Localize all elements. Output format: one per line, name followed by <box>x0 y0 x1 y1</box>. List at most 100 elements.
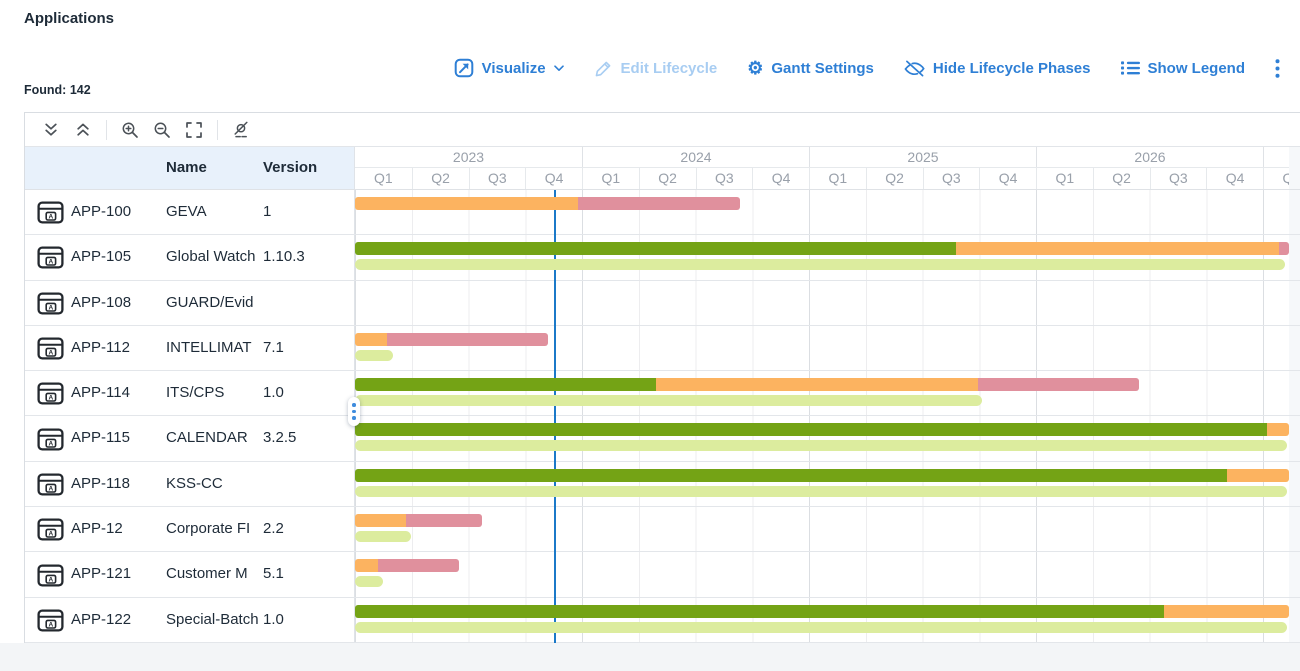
gantt-row[interactable]: A APP-112 INTELLIMAT 7.1 <box>25 325 1300 372</box>
lifecycle-phase-orange[interactable] <box>956 242 1279 256</box>
lifecycle-phase-pink[interactable] <box>1279 242 1289 256</box>
lifecycle-phase-green[interactable] <box>355 604 1164 618</box>
zoom-out-button[interactable] <box>146 116 178 144</box>
plan-bar[interactable] <box>355 440 1287 452</box>
expand-all-button[interactable] <box>35 116 67 144</box>
svg-text:A: A <box>49 395 54 402</box>
year-label: 2024 <box>582 147 809 167</box>
more-options-button[interactable] <box>1275 58 1280 78</box>
row-gutter <box>1289 461 1300 507</box>
gantt-row[interactable]: A APP-114 ITS/CPS 1.0 <box>25 371 1300 417</box>
row-fixed-cells: A APP-112 INTELLIMAT 7.1 <box>25 325 355 371</box>
app-version: 3.2.5 <box>263 429 297 447</box>
lifecycle-bar[interactable] <box>355 197 740 210</box>
lifecycle-bar[interactable] <box>355 423 1289 437</box>
gantt-row[interactable]: A APP-12 Corporate FI 2.2 <box>25 507 1300 553</box>
row-timeline <box>355 235 1289 280</box>
visualize-icon <box>454 58 474 78</box>
gantt-row[interactable]: A APP-118 KSS-CC <box>25 461 1300 508</box>
row-timeline <box>355 190 1289 235</box>
lifecycle-phase-green[interactable] <box>355 423 1267 437</box>
milestone-slash-icon <box>234 121 248 137</box>
lifecycle-phase-orange[interactable] <box>1164 604 1289 618</box>
lifecycle-phase-orange[interactable] <box>1227 468 1289 482</box>
row-gutter <box>1289 235 1300 280</box>
gantt-row[interactable]: A APP-122 Special-Batch 1.0 <box>25 597 1300 643</box>
lifecycle-phase-pink[interactable] <box>387 332 548 346</box>
lifecycle-phase-orange[interactable] <box>355 559 378 573</box>
application-icon: A <box>37 563 64 587</box>
application-icon: A <box>37 382 64 405</box>
plan-bar[interactable] <box>355 485 1287 497</box>
fit-view-icon <box>186 121 202 138</box>
plan-bar[interactable] <box>355 349 393 361</box>
legend-list-icon <box>1120 60 1140 76</box>
visualize-label: Visualize <box>481 59 546 77</box>
quarter-label: Q3 <box>695 168 753 189</box>
svg-text:A: A <box>49 304 54 311</box>
row-gutter <box>1289 371 1300 416</box>
gantt-row[interactable]: A APP-121 Customer M 5.1 <box>25 552 1300 598</box>
visualize-button[interactable]: Visualize <box>454 58 564 78</box>
hide-lifecycle-phases-button[interactable]: Hide Lifecycle Phases <box>904 59 1091 78</box>
lifecycle-phase-orange[interactable] <box>656 378 978 392</box>
gantt-row[interactable]: A APP-115 CALENDAR 3.2.5 <box>25 416 1300 462</box>
lifecycle-phase-green[interactable] <box>355 242 956 256</box>
quarter-label: Q3 <box>1149 168 1207 189</box>
page-title: Applications <box>24 10 115 27</box>
zoom-in-button[interactable] <box>114 116 146 144</box>
edit-lifecycle-button[interactable]: Edit Lifecycle <box>594 59 717 78</box>
lifecycle-phase-orange[interactable] <box>355 197 578 210</box>
toggle-milestones-button[interactable] <box>225 116 257 144</box>
app-id: APP-114 <box>71 384 130 402</box>
lifecycle-bar[interactable] <box>355 559 459 573</box>
double-chevron-down-icon <box>45 123 57 136</box>
collapse-all-button[interactable] <box>67 116 99 144</box>
plan-bar[interactable] <box>355 576 383 588</box>
gantt-row[interactable]: A APP-108 GUARD/Evid <box>25 280 1300 326</box>
lifecycle-phase-pink[interactable] <box>978 378 1139 392</box>
plan-bar[interactable] <box>355 621 1287 633</box>
lifecycle-phase-pink[interactable] <box>578 197 740 210</box>
kebab-menu-icon <box>1275 58 1280 78</box>
lifecycle-phase-pink[interactable] <box>378 559 459 573</box>
plan-bar[interactable] <box>355 395 982 407</box>
page-background <box>0 643 1300 671</box>
gantt-row[interactable]: A APP-100 GEVA 1 <box>25 190 1300 236</box>
application-icon: A <box>37 337 64 360</box>
lifecycle-bar[interactable] <box>355 604 1289 618</box>
show-legend-button[interactable]: Show Legend <box>1120 60 1245 77</box>
column-resize-handle[interactable] <box>348 397 360 426</box>
double-chevron-up-icon <box>77 123 89 136</box>
app-id: APP-100 <box>71 203 132 220</box>
application-icon: A <box>37 428 64 451</box>
gantt-row[interactable]: A APP-105 Global Watch 1.10.3 <box>25 235 1300 281</box>
plan-bar[interactable] <box>355 531 411 543</box>
lifecycle-phase-green[interactable] <box>355 468 1227 482</box>
app-name: GEVA <box>166 203 207 220</box>
gantt-settings-button[interactable]: ⚙ Gantt Settings <box>747 59 874 77</box>
toolbar-separator <box>217 119 218 140</box>
quarter-label: Q1 <box>582 168 639 189</box>
row-timeline <box>355 371 1289 416</box>
year-row: 2023 2024 2025 2026 <box>355 147 1289 168</box>
lifecycle-phase-orange[interactable] <box>355 332 387 346</box>
lifecycle-phase-orange[interactable] <box>1267 423 1289 437</box>
lifecycle-phase-orange[interactable] <box>355 514 406 528</box>
lifecycle-phase-pink[interactable] <box>406 514 482 528</box>
lifecycle-bar[interactable] <box>355 514 482 528</box>
row-fixed-cells: A APP-115 CALENDAR 3.2.5 <box>25 416 355 461</box>
lifecycle-bar[interactable] <box>355 242 1289 256</box>
lifecycle-phase-green[interactable] <box>355 378 656 392</box>
result-count: Found: 142 <box>24 83 91 97</box>
eye-off-icon <box>904 59 925 78</box>
fit-view-button[interactable] <box>178 116 210 144</box>
hide-lifecycle-phases-label: Hide Lifecycle Phases <box>932 59 1091 77</box>
lifecycle-bar[interactable] <box>355 378 1139 392</box>
plan-bar[interactable] <box>355 259 1285 271</box>
lifecycle-bar[interactable] <box>355 332 548 346</box>
app-id: APP-112 <box>71 338 130 356</box>
today-line <box>554 190 556 643</box>
row-fixed-cells: A APP-122 Special-Batch 1.0 <box>25 597 355 642</box>
lifecycle-bar[interactable] <box>355 468 1289 482</box>
